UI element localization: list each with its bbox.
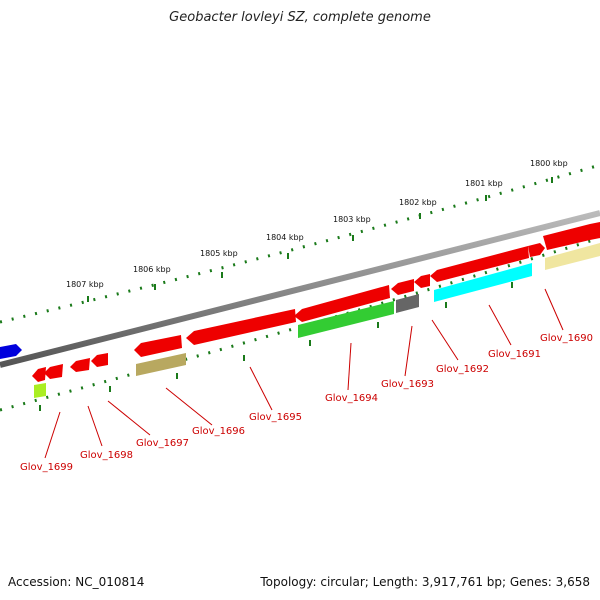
gene-glov-1691-red xyxy=(430,246,529,282)
gene-blue xyxy=(0,344,22,359)
reverse-genes xyxy=(32,243,600,398)
gene-label-glov-1697: Glov_1697 xyxy=(136,438,189,449)
gene-label-glov-1692: Glov_1692 xyxy=(436,364,489,375)
genome-backbone xyxy=(0,210,600,368)
gene-glov-1697b xyxy=(91,353,108,367)
gene-gray xyxy=(396,294,419,313)
gene-pale-yellow xyxy=(545,243,600,270)
scale-label-1800: 1800 kbp xyxy=(530,159,568,168)
gene-glov-1698 xyxy=(44,364,63,379)
gene-glov-1690-partial xyxy=(543,222,600,250)
gene-label-glov-1694: Glov_1694 xyxy=(325,393,378,404)
gene-label-glov-1691: Glov_1691 xyxy=(488,349,541,360)
gene-small-red-a xyxy=(528,243,545,257)
map-title: Geobacter lovleyi SZ, complete genome xyxy=(169,10,431,25)
scale-label-1805: 1805 kbp xyxy=(200,249,238,258)
gene-glov-1694-red xyxy=(294,285,390,322)
gene-label-glov-1695: Glov_1695 xyxy=(249,412,302,423)
inner-tick-ring xyxy=(0,236,600,412)
gene-glov-1693-red xyxy=(391,279,414,295)
gene-label-glov-1699: Glov_1699 xyxy=(20,462,73,473)
gene-glov-1696 xyxy=(134,335,182,357)
gene-lime xyxy=(34,383,46,398)
gene-label-glov-1696: Glov_1696 xyxy=(192,426,245,437)
label-leader-lines xyxy=(44,288,564,459)
scale-label-1806: 1806 kbp xyxy=(133,265,171,274)
gene-glov-1697a xyxy=(70,358,90,372)
forward-genes xyxy=(0,222,600,359)
major-ticks xyxy=(87,177,553,302)
gene-green xyxy=(298,301,394,338)
scale-label-1802: 1802 kbp xyxy=(399,198,437,207)
scale-label-1803: 1803 kbp xyxy=(333,215,371,224)
gene-glov-1699 xyxy=(32,367,46,382)
scale-label-1801: 1801 kbp xyxy=(465,179,503,188)
accession-text: Accession: NC_010814 xyxy=(8,575,145,589)
scale-label-1804: 1804 kbp xyxy=(266,233,304,242)
gene-glov-1695 xyxy=(186,309,296,345)
scale-label-1807: 1807 kbp xyxy=(66,280,104,289)
gene-cyan xyxy=(434,263,532,302)
genome-summary-text: Topology: circular; Length: 3,917,761 bp… xyxy=(260,575,590,589)
gene-label-glov-1690: Glov_1690 xyxy=(540,333,593,344)
gene-khaki xyxy=(136,353,186,376)
inner-major-ticks xyxy=(39,282,513,411)
gene-glov-1692-red xyxy=(414,274,430,288)
outer-tick-ring xyxy=(0,163,600,324)
gene-label-glov-1693: Glov_1693 xyxy=(381,379,434,390)
gene-label-glov-1698: Glov_1698 xyxy=(80,450,133,461)
